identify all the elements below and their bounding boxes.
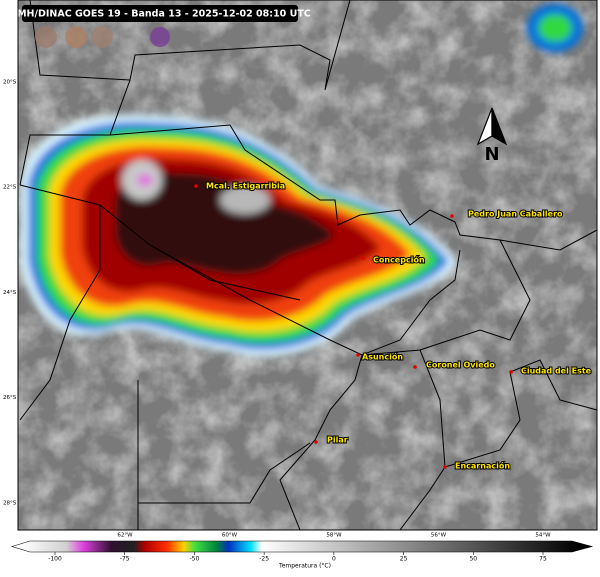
city-label: Encarnación bbox=[455, 461, 510, 471]
city-marker bbox=[443, 465, 447, 469]
city-marker bbox=[194, 184, 198, 188]
latitude-labels: 20°S 22°S 24°S 26°S 28°S bbox=[3, 80, 17, 507]
logos bbox=[35, 26, 170, 48]
city-label: Mcal. Estigarribia bbox=[206, 182, 285, 191]
colorbar-tick-label: 0 bbox=[332, 556, 336, 563]
city-marker bbox=[509, 370, 513, 374]
north-label: N bbox=[484, 144, 499, 165]
city-label: Pedro Juan Caballero bbox=[468, 210, 563, 219]
longitude-labels: 62°W 60°W 58°W 56°W 54°W bbox=[117, 533, 551, 539]
storm-system bbox=[20, 4, 583, 357]
cities: Mcal. Estigarribia Pedro Juan Caballero Co… bbox=[194, 181, 593, 472]
colorbar-label: Temperatura (°C) bbox=[278, 563, 331, 570]
latitude-label: 20°S bbox=[3, 80, 17, 86]
colorbar-tick-label: -50 bbox=[190, 556, 200, 563]
city-label: Coronel Oviedo bbox=[426, 361, 495, 370]
city-label: Pilar bbox=[327, 436, 348, 445]
longitude-label: 54°W bbox=[535, 533, 551, 539]
latitude-label: 22°S bbox=[3, 185, 17, 191]
colorbar-ticks: -100 -75 -50 -25 0 25 50 75 bbox=[48, 552, 547, 563]
city-label: Concepción bbox=[373, 255, 425, 265]
colorbar-tick-label: -75 bbox=[120, 556, 130, 563]
map-frame bbox=[17, 0, 598, 531]
city-label: Asunción bbox=[362, 352, 403, 362]
latitude-label: 24°S bbox=[3, 290, 17, 296]
city-label: Ciudad del Este bbox=[521, 367, 592, 376]
latitude-label: 28°S bbox=[3, 500, 17, 506]
city-marker bbox=[356, 353, 360, 357]
longitude-label: 58°W bbox=[326, 533, 342, 539]
city-marker bbox=[314, 440, 318, 444]
longitude-label: 56°W bbox=[431, 533, 447, 539]
colorbar-tick-label: -100 bbox=[48, 556, 62, 563]
borders bbox=[19, 0, 598, 531]
city-marker bbox=[361, 256, 365, 260]
colorbar-tick-label: 50 bbox=[469, 556, 477, 563]
title-box bbox=[22, 5, 298, 22]
latitude-label: 26°S bbox=[3, 395, 17, 401]
colorbar-tick-label: -25 bbox=[259, 556, 269, 563]
colorbar bbox=[10, 540, 594, 553]
city-marker bbox=[450, 214, 454, 218]
longitude-label: 62°W bbox=[117, 533, 133, 539]
colorbar-tick-label: 25 bbox=[400, 556, 408, 563]
longitude-label: 60°W bbox=[222, 533, 238, 539]
map-title: DMH/DINAC GOES 19 - Banda 13 - 2025-12-0… bbox=[9, 9, 311, 20]
city-marker bbox=[413, 365, 417, 369]
north-arrow: N bbox=[476, 107, 508, 165]
colorbar-tick-label: 75 bbox=[539, 556, 547, 563]
